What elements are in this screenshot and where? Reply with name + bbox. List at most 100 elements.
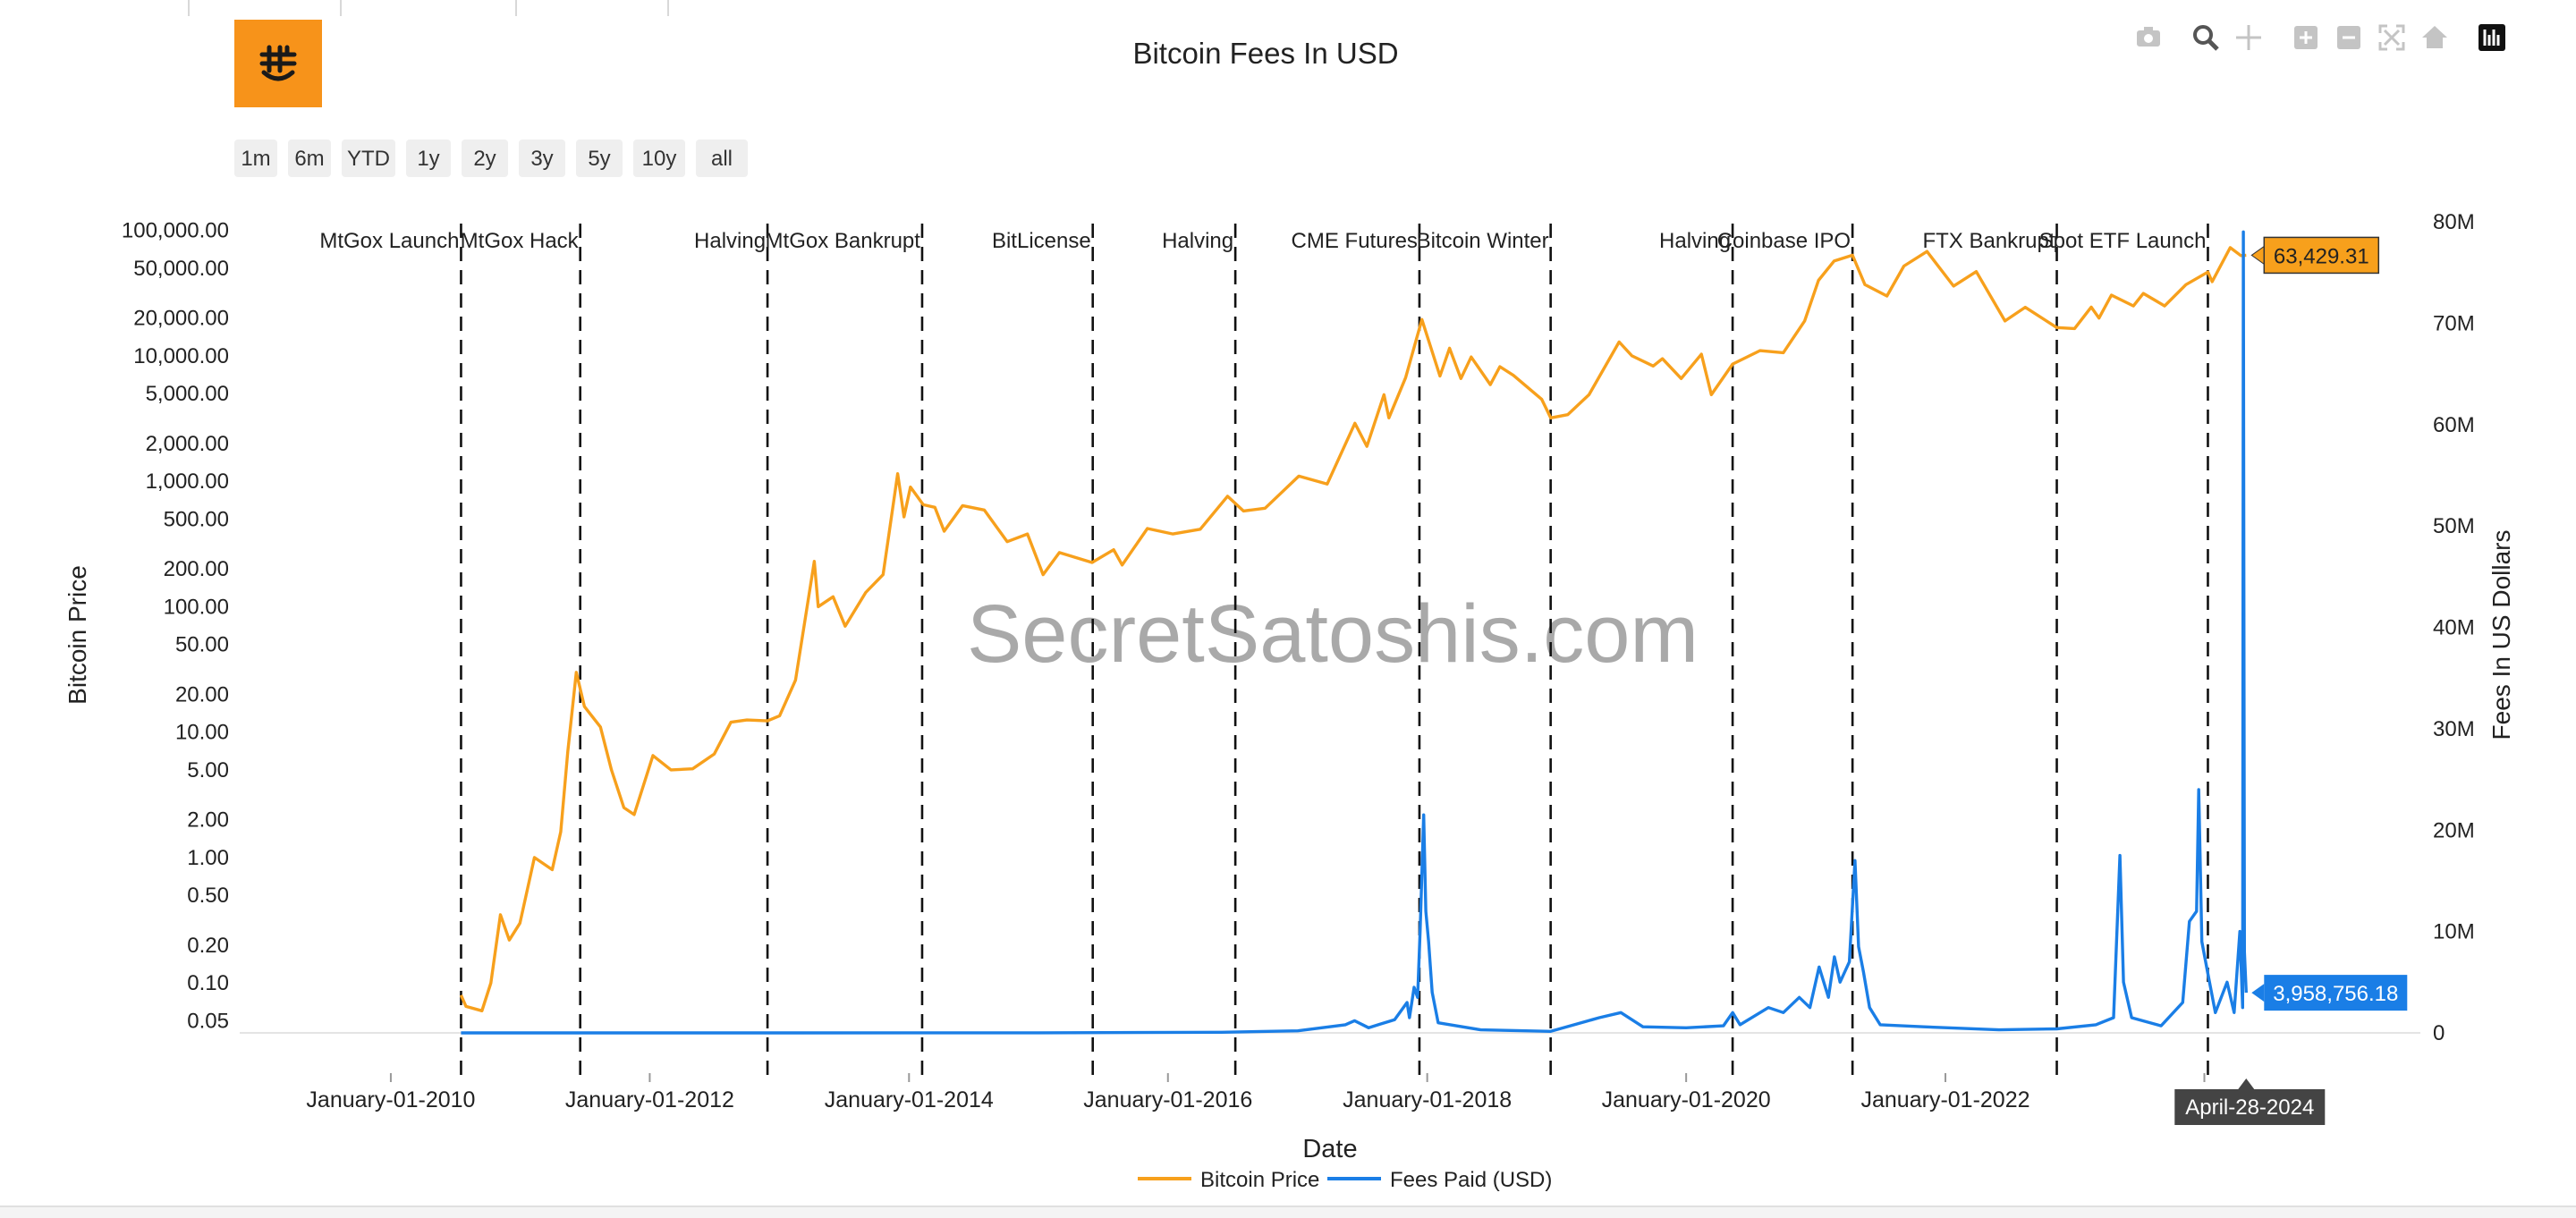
- legend: Bitcoin Price Fees Paid (USD): [1138, 1168, 1552, 1192]
- legend-label: Bitcoin Price: [1200, 1168, 1319, 1192]
- y-axis-title: Bitcoin Price: [64, 565, 91, 705]
- y2-tick-label: 0: [2433, 1021, 2445, 1045]
- y-tick-label: 50,000.00: [133, 257, 229, 281]
- series-lines: [459, 230, 2248, 1035]
- event-label: Halving: [1162, 229, 1233, 253]
- range-button-bg: [462, 140, 508, 177]
- y2-tick-label: 60M: [2433, 413, 2475, 437]
- x-tick-label: January-01-2010: [306, 1087, 475, 1112]
- y-tick-label: 2.00: [187, 808, 229, 833]
- price-hover-label: 63,429.31: [2274, 244, 2369, 268]
- range-button-all[interactable]: all: [696, 140, 748, 177]
- price-hover-box: [2263, 236, 2380, 275]
- fees-hover-label: 3,958,756.18: [2273, 982, 2398, 1006]
- date-hover-label: April-28-2024: [2185, 1095, 2314, 1120]
- camera-top: [2144, 27, 2153, 31]
- x-tick-label: January-01-2016: [1083, 1087, 1252, 1112]
- y-tick-label: 100,000.00: [122, 219, 229, 243]
- range-button-label: 6m: [294, 147, 324, 171]
- range-button-bg: [288, 140, 331, 177]
- range-button-2y[interactable]: 2y: [462, 140, 508, 177]
- y2-tick-label: 50M: [2433, 514, 2475, 538]
- range-button-label: all: [711, 147, 733, 171]
- y-tick-label: 500.00: [164, 507, 229, 531]
- fees-hover-pointer: [2251, 984, 2265, 1002]
- range-button-ytd[interactable]: YTD: [342, 140, 395, 177]
- y2-axis-title: Fees In US Dollars: [2487, 530, 2515, 740]
- range-button-label: 1y: [417, 147, 439, 171]
- autoscale-icon[interactable]: [2378, 24, 2405, 51]
- y-tick-label: 200.00: [164, 557, 229, 581]
- range-button-10y[interactable]: 10y: [633, 140, 685, 177]
- chart-title: Bitcoin Fees In USD: [1132, 37, 1398, 70]
- fees-hover-box: [2264, 975, 2408, 1011]
- range-button-5y[interactable]: 5y: [576, 140, 623, 177]
- range-button-6m[interactable]: 6m: [288, 140, 331, 177]
- range-button-bg: [633, 140, 685, 177]
- event-label: Bitcoin Winter: [1417, 229, 1549, 253]
- modebar[interactable]: [2137, 24, 2505, 51]
- y-tick-label: 0.50: [187, 884, 229, 908]
- event-label: Coinbase IPO: [1717, 229, 1851, 253]
- autoscale-shape: [2378, 24, 2405, 51]
- event-label: Halving: [694, 229, 766, 253]
- range-button-label: 10y: [642, 147, 677, 171]
- x-tick-label: January-01-2012: [565, 1087, 734, 1112]
- home-shape: [2422, 26, 2447, 48]
- x-axis: January-01-2010 January-01-2012 January-01…: [306, 1073, 2229, 1112]
- y-tick-label: 1,000.00: [146, 469, 229, 494]
- reset-axes-icon[interactable]: [2422, 26, 2447, 48]
- plotly-logo-icon[interactable]: [2479, 24, 2505, 51]
- event-label: MtGox Bankrupt: [766, 229, 921, 253]
- event-markers: MtGox Launch MtGox Hack Halving MtGox Bankr…: [319, 224, 2209, 1078]
- event-label: CME Futures: [1292, 229, 1418, 253]
- range-button-label: 1m: [241, 147, 270, 171]
- y-tick-label: 10.00: [175, 721, 229, 745]
- y2-tick-label: 20M: [2433, 818, 2475, 842]
- range-button-label: 2y: [473, 147, 496, 171]
- range-button-1m[interactable]: 1m: [234, 140, 277, 177]
- event-label: MtGox Launch: [319, 229, 459, 253]
- y-tick-label: 5,000.00: [146, 382, 229, 406]
- y-tick-label: 0.05: [187, 1009, 229, 1033]
- range-button-bg: [519, 140, 565, 177]
- y-tick-label: 10,000.00: [133, 344, 229, 368]
- secretsatoshis-logo: [234, 20, 322, 107]
- x-axis-title: Date: [1302, 1135, 1357, 1163]
- event-label: Spot ETF Launch: [2039, 229, 2207, 253]
- range-button-bg: [696, 140, 748, 177]
- y-tick-label: 100.00: [164, 595, 229, 619]
- pan-icon[interactable]: [2236, 25, 2261, 50]
- camera-icon[interactable]: [2137, 27, 2160, 47]
- y-axis-right: 0 10M 20M 30M 40M 50M 60M 70M 80M: [2433, 210, 2475, 1045]
- series-line-fees: [461, 230, 2248, 1035]
- event-label: MtGox Hack: [461, 229, 580, 253]
- legend-label: Fees Paid (USD): [1390, 1168, 1552, 1192]
- zoom-out-icon[interactable]: [2337, 26, 2360, 49]
- range-button-label: 3y: [530, 147, 553, 171]
- y2-tick-label: 30M: [2433, 717, 2475, 741]
- range-button-1y[interactable]: 1y: [406, 140, 451, 177]
- hover-labels: 63,429.31 3,958,756.18 April-28-2024: [2174, 236, 2408, 1125]
- series-line-price: [459, 246, 2247, 1012]
- range-selector[interactable]: 1m 6m YTD 1y 2y 3y 5y 10y all: [234, 140, 748, 177]
- range-button-bg: [342, 140, 395, 177]
- range-button-bg: [576, 140, 623, 177]
- zoom-icon[interactable]: [2193, 25, 2219, 51]
- y-tick-label: 0.20: [187, 934, 229, 958]
- y-tick-label: 0.10: [187, 971, 229, 995]
- event-label: Halving: [1659, 229, 1731, 253]
- zoom-in-icon[interactable]: [2294, 26, 2318, 49]
- y-tick-label: 50.00: [175, 633, 229, 657]
- camera-lens: [2144, 34, 2153, 43]
- y-tick-label: 20,000.00: [133, 307, 229, 331]
- y-tick-label: 5.00: [187, 758, 229, 782]
- range-button-3y[interactable]: 3y: [519, 140, 565, 177]
- x-tick-label: January-01-2020: [1602, 1087, 1771, 1112]
- date-hover-pointer: [2238, 1078, 2255, 1089]
- x-tick-label: January-01-2018: [1343, 1087, 1512, 1112]
- price-hover-pointer: [2250, 245, 2265, 266]
- x-tick-label: January-01-2014: [825, 1087, 994, 1112]
